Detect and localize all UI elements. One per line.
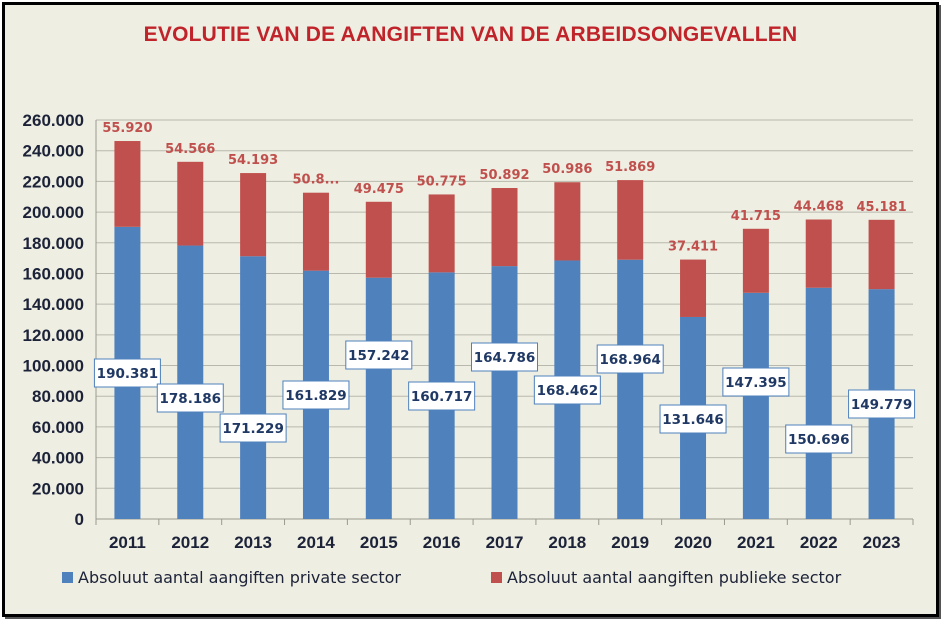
data-label-private: 160.717 xyxy=(411,389,473,405)
data-label-private: 171.229 xyxy=(222,421,284,437)
x-tick-label: 2017 xyxy=(486,533,524,552)
bar-public xyxy=(742,228,769,293)
data-label-private: 168.462 xyxy=(537,383,599,399)
data-label-private: 190.381 xyxy=(97,366,159,382)
data-label-box xyxy=(471,342,538,372)
x-tick-label: 2011 xyxy=(109,533,146,552)
x-tick-label: 2014 xyxy=(297,533,335,552)
bar-private xyxy=(742,292,769,519)
y-tick-label: 0 xyxy=(75,510,84,529)
data-label-box xyxy=(156,383,224,413)
x-tick-label: 2018 xyxy=(548,533,586,552)
bar-public xyxy=(680,259,707,317)
bar-public xyxy=(554,182,581,261)
data-label-public: 55.920 xyxy=(102,121,152,136)
x-tick-label: 2023 xyxy=(863,533,901,552)
data-label-public: 50.986 xyxy=(542,162,592,177)
data-label-private: 131.646 xyxy=(662,412,724,428)
data-label-private: 150.696 xyxy=(788,432,850,448)
legend-label-public: Absoluut aantal aangiften publieke secto… xyxy=(507,568,842,587)
bar-private xyxy=(805,287,832,519)
data-label-box xyxy=(345,340,413,370)
bar-public xyxy=(805,219,832,288)
data-label-private: 168.964 xyxy=(599,352,661,368)
bar-private xyxy=(365,277,392,519)
y-tick-label: 180.000 xyxy=(23,234,84,253)
bar-public xyxy=(365,201,392,278)
bar-public xyxy=(302,192,329,271)
y-tick-label: 200.000 xyxy=(23,203,84,222)
data-label-private: 157.242 xyxy=(348,348,410,364)
y-tick-label: 240.000 xyxy=(23,142,84,161)
data-label-public: 37.411 xyxy=(668,240,718,255)
data-label-public: 50.775 xyxy=(417,174,467,189)
y-tick-label: 40.000 xyxy=(32,449,84,468)
bar-private xyxy=(491,266,518,519)
data-label-box xyxy=(848,389,916,419)
y-tick-label: 220.000 xyxy=(23,172,84,191)
data-label-box xyxy=(596,344,664,374)
data-label-private: 147.395 xyxy=(725,375,787,391)
bar-private xyxy=(177,245,204,519)
bar-public xyxy=(114,141,141,227)
data-label-public: 50.892 xyxy=(479,168,529,183)
data-label-box xyxy=(722,367,790,397)
bar-public xyxy=(617,180,644,260)
bar-public xyxy=(868,219,895,290)
data-label-box xyxy=(533,375,601,405)
x-tick-label: 2016 xyxy=(423,533,461,552)
data-label-public: 41.715 xyxy=(731,209,781,224)
x-tick-label: 2022 xyxy=(800,533,838,552)
data-label-box xyxy=(408,381,476,411)
data-label-public: 45.181 xyxy=(856,200,906,215)
bar-public xyxy=(240,173,267,257)
bar-private xyxy=(617,259,644,519)
data-label-public: 51.869 xyxy=(605,160,655,175)
data-label-public: 44.468 xyxy=(794,199,844,214)
data-label-public: 50.8... xyxy=(293,173,340,188)
y-tick-label: 260.000 xyxy=(23,111,84,130)
y-tick-label: 20.000 xyxy=(32,479,84,498)
legend-label-private: Absoluut aantal aangiften private sector xyxy=(78,568,401,587)
data-label-private: 161.829 xyxy=(285,388,347,404)
data-label-box xyxy=(93,358,161,388)
data-label-public: 49.475 xyxy=(354,182,404,197)
x-tick-label: 2012 xyxy=(171,533,209,552)
data-label-private: 164.786 xyxy=(474,350,536,366)
data-label-private: 178.186 xyxy=(160,391,222,407)
x-tick-label: 2015 xyxy=(360,533,398,552)
x-tick-label: 2019 xyxy=(611,533,649,552)
x-tick-label: 2021 xyxy=(737,533,775,552)
data-label-box xyxy=(659,404,727,434)
data-label-public: 54.566 xyxy=(165,142,215,157)
x-tick-label: 2020 xyxy=(674,533,712,552)
bar-public xyxy=(491,188,518,267)
y-tick-label: 60.000 xyxy=(32,418,84,437)
data-label-private: 149.779 xyxy=(851,397,913,413)
legend-swatch-public xyxy=(491,572,502,583)
bar-public xyxy=(428,194,455,273)
data-label-public: 54.193 xyxy=(228,153,278,168)
y-tick-label: 100.000 xyxy=(23,357,84,376)
data-label-box xyxy=(282,380,350,410)
data-label-box xyxy=(785,424,853,454)
bar-private xyxy=(240,256,267,519)
y-tick-label: 80.000 xyxy=(32,387,84,406)
y-tick-label: 120.000 xyxy=(23,326,84,345)
bar-public xyxy=(177,161,204,246)
y-tick-label: 140.000 xyxy=(23,295,84,314)
chart-title: EVOLUTIE VAN DE AANGIFTEN VAN DE ARBEIDS… xyxy=(143,23,798,46)
y-tick-label: 160.000 xyxy=(23,264,84,283)
x-tick-label: 2013 xyxy=(234,533,272,552)
legend-swatch-private xyxy=(62,572,73,583)
data-label-box xyxy=(219,413,287,443)
